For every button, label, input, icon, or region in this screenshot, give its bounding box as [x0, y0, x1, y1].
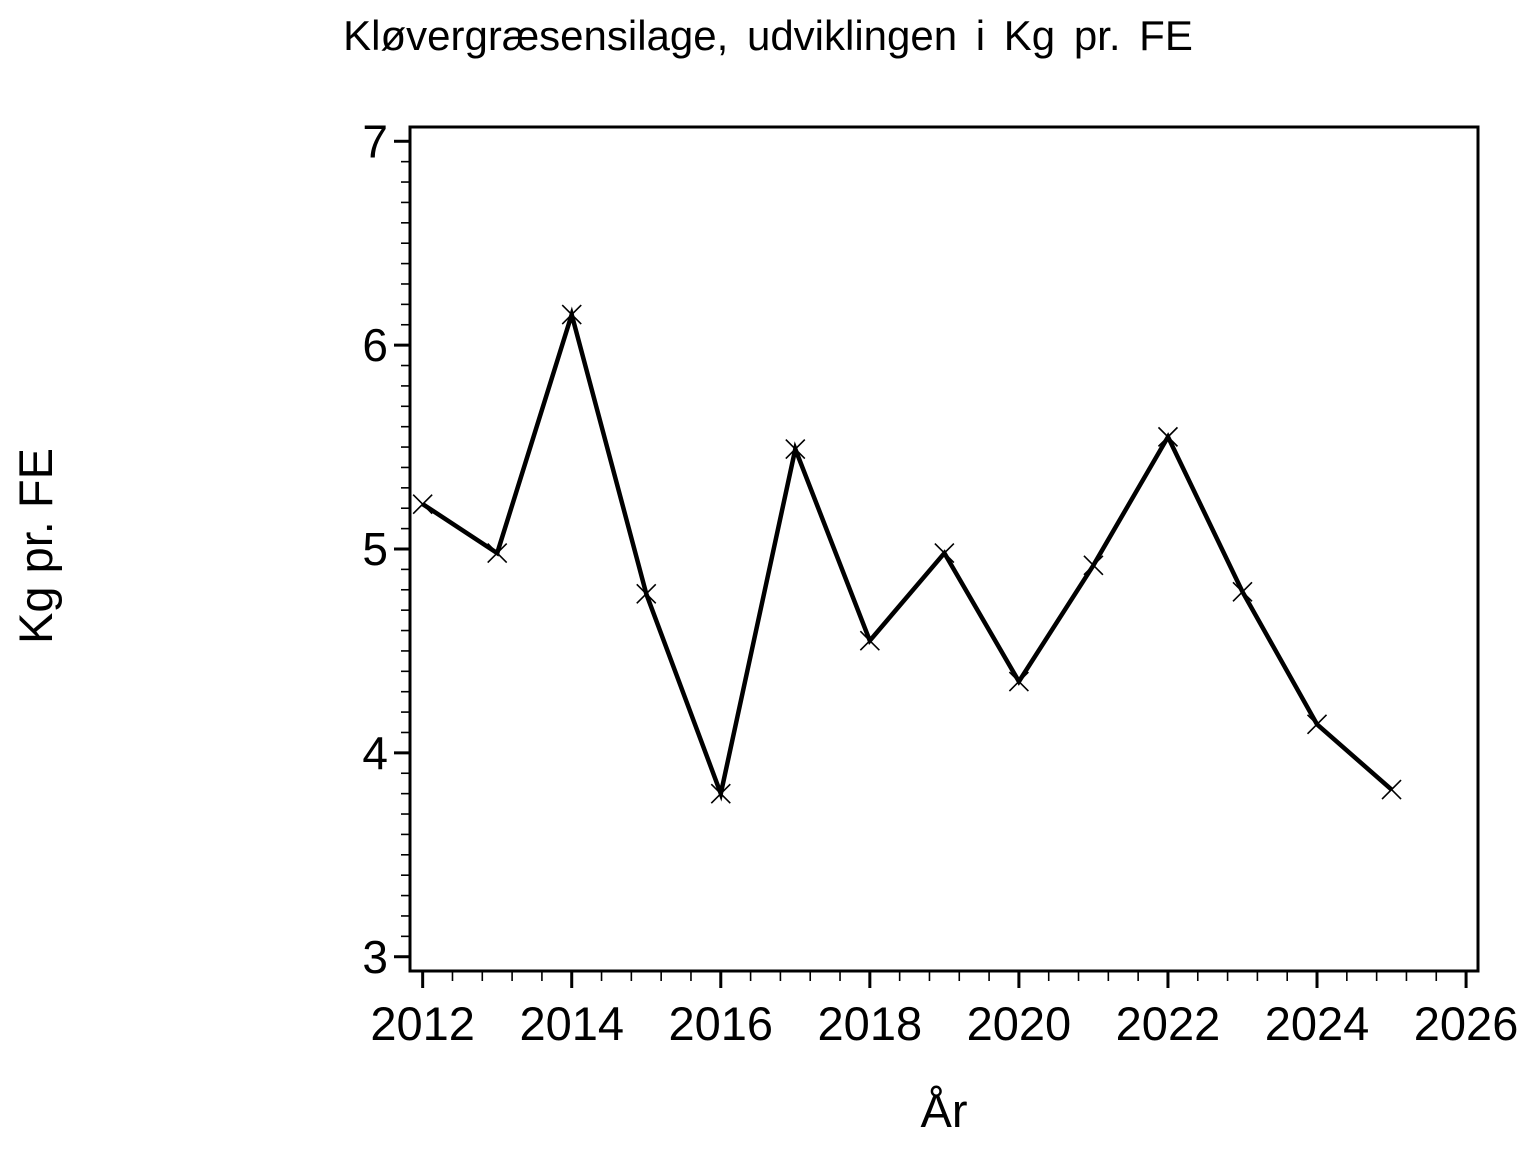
- data-point-marker: [859, 630, 880, 651]
- data-point-marker: [487, 543, 508, 564]
- chart-title: Kløvergræsensilage, udviklingen i Kg pr.…: [343, 12, 1193, 59]
- plot-frame: [408, 125, 1480, 973]
- x-tick-label: 2022: [1116, 997, 1221, 1050]
- data-point-marker: [710, 783, 731, 804]
- data-point-marker: [1008, 671, 1029, 692]
- data-point-marker: [636, 583, 657, 604]
- x-axis-ticks: [421, 971, 1468, 988]
- data-point-marker: [1381, 779, 1402, 800]
- data-point-marker: [1232, 581, 1253, 602]
- data-point-marker: [412, 494, 433, 515]
- data-point-marker: [1306, 714, 1328, 735]
- y-tick-label: 7: [362, 115, 388, 167]
- data-point-markers: [412, 304, 1402, 804]
- x-tick-label: 2014: [519, 997, 624, 1050]
- x-tick-label: 2024: [1265, 997, 1370, 1050]
- y-axis-ticks: [394, 139, 410, 959]
- x-tick-label: 2018: [818, 997, 923, 1050]
- y-tick-label: 5: [362, 523, 388, 575]
- x-tick-label: 2016: [669, 997, 774, 1050]
- x-tick-label: 2020: [967, 997, 1072, 1050]
- y-tick-label: 3: [362, 931, 388, 983]
- data-point-marker: [785, 439, 806, 460]
- x-tick-label: 2012: [370, 997, 475, 1050]
- data-point-marker: [934, 543, 955, 564]
- x-tick-label: 2026: [1414, 997, 1519, 1050]
- data-point-marker: [561, 304, 582, 325]
- data-point-marker: [1157, 426, 1179, 447]
- y-tick-label: 4: [362, 727, 388, 779]
- data-line: [421, 306, 1393, 802]
- x-axis-title: År: [921, 1084, 968, 1137]
- y-axis-tick-labels: 7 6 5 4 3: [362, 115, 388, 982]
- data-point-marker: [1083, 555, 1104, 576]
- y-tick-label: 6: [362, 319, 388, 371]
- y-axis-title: Kg pr. FE: [9, 448, 62, 644]
- x-axis-tick-labels: 2012 2014 2016 2018 2020 2022 2024 2026: [370, 997, 1518, 1050]
